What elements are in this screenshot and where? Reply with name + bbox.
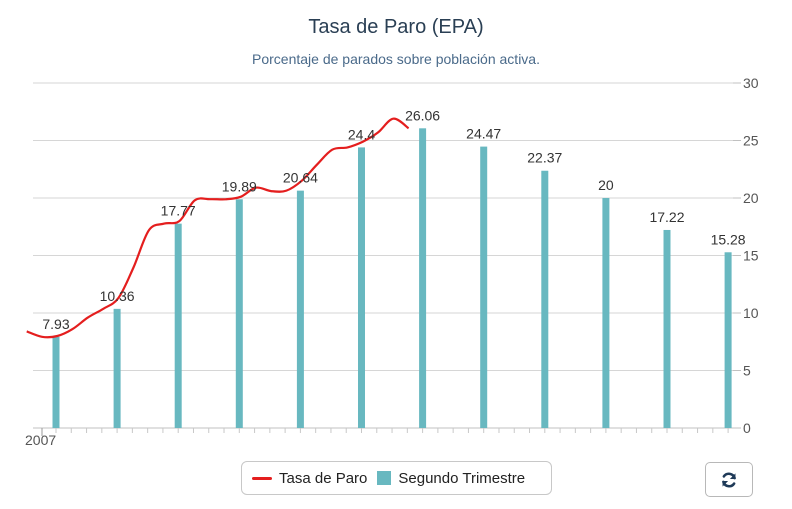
bar-2009 (174, 223, 182, 428)
legend-label: Tasa de Paro (279, 469, 368, 487)
data-label: 17.77 (161, 203, 196, 219)
chart-title: Tasa de Paro (EPA) (308, 16, 484, 38)
legend-item-tasa-de-paro[interactable]: Tasa de Paro (252, 470, 367, 487)
data-label: 24.4 (348, 126, 375, 142)
bar-2018 (724, 252, 732, 428)
legend-item-segundo-trimestre[interactable]: Segundo Trimestre (377, 470, 525, 487)
y-tick-label: 20 (743, 190, 759, 206)
chart-subtitle: Porcentaje de parados sobre población ac… (252, 51, 540, 67)
bar-2015 (541, 170, 549, 428)
y-tick-label: 5 (743, 363, 751, 379)
refresh-icon (722, 472, 736, 487)
legend-label: Segundo Trimestre (398, 469, 526, 487)
legend-box-swatch (377, 471, 392, 485)
data-label: 7.93 (42, 316, 69, 332)
bar-2013 (419, 128, 427, 428)
y-tick-label: 10 (743, 305, 759, 321)
bar-2014 (480, 146, 488, 428)
y-tick-label: 25 (743, 133, 759, 149)
data-label: 10.36 (100, 288, 135, 304)
refresh-button[interactable] (705, 462, 753, 497)
data-label: 20.64 (283, 170, 318, 186)
data-label: 19.89 (222, 178, 257, 194)
x-tick-label: 2007 (25, 432, 56, 448)
data-label: 22.37 (527, 150, 562, 166)
y-tick-label: 0 (743, 420, 751, 436)
data-label: 17.22 (649, 209, 684, 225)
bar-2008 (113, 308, 121, 428)
data-label: 15.28 (711, 231, 746, 247)
data-label: 20 (598, 177, 614, 193)
bar-2007 (52, 336, 60, 428)
bar-2011 (296, 190, 304, 428)
bar-2010 (235, 199, 243, 428)
bar-2017 (663, 229, 671, 428)
bar-2012 (358, 147, 365, 428)
y-tick-label: 15 (743, 248, 759, 264)
data-label: 26.06 (405, 107, 440, 123)
data-label: 24.47 (466, 126, 501, 142)
y-tick-label: 30 (743, 75, 759, 91)
bar-2016 (602, 198, 610, 428)
legend-line-swatch (252, 476, 272, 480)
line-tasa-de-paro (26, 117, 410, 339)
chart-legend: Tasa de Paro Segundo Trimestre (241, 461, 552, 495)
